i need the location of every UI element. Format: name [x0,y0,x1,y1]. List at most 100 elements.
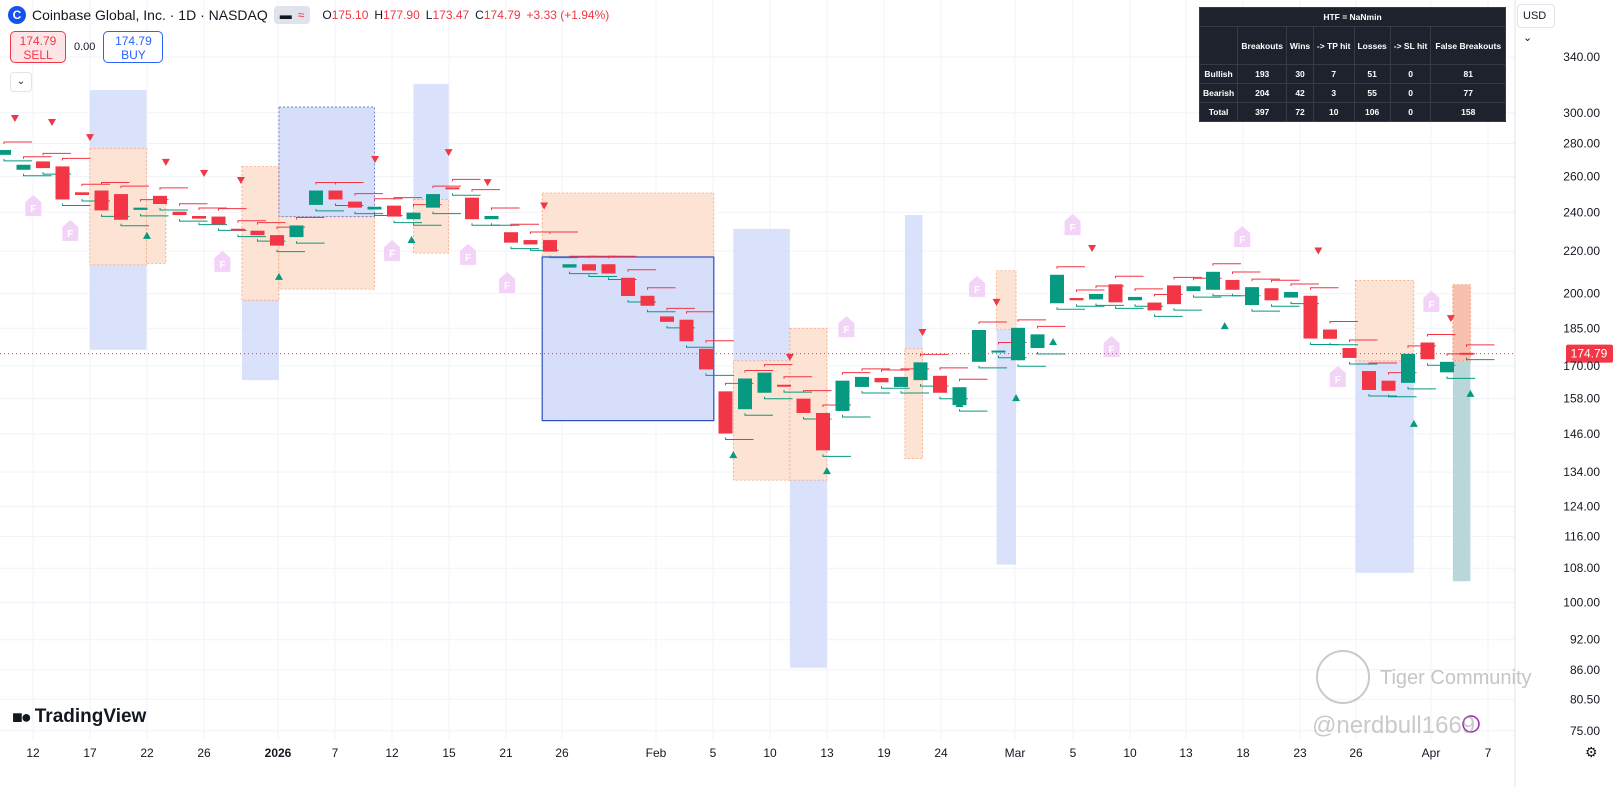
zone-bull_active [1452,360,1471,582]
stats-cell: 3 [1312,83,1355,103]
false-breakout-marker-icon [384,240,401,262]
stats-cell: 397 [1237,102,1288,122]
pivot-low-line [179,219,208,222]
watermark-tiger: Tiger Community [1380,667,1532,689]
pivot-high-line [491,207,520,211]
candle-down [75,192,89,195]
pivot-low-line [647,309,676,313]
false-breakout-label: F [219,260,225,271]
bullish-signal-triangle-icon [1220,322,1229,330]
bullish-signal-triangle-icon [955,400,964,408]
close-label: C [475,8,484,22]
candle-down [718,391,733,434]
false-breakout-marker-icon [62,220,79,242]
pivot-low-line [705,373,734,376]
candle-down [679,319,694,342]
time-tick-label: 13 [1179,746,1193,760]
pivot-low-line [569,271,598,275]
pivot-high-line [62,157,91,161]
price-tick-label: 100.00 [1563,596,1600,610]
pivot-high-line [1310,287,1339,290]
symbol-header: C Coinbase Global, Inc. · 1D · NASDAQ ▬ ≈… [8,6,609,24]
pivot-high-line [744,370,773,373]
bearish-signal-triangle-icon [1088,245,1097,253]
symbol-title[interactable]: Coinbase Global, Inc. · 1D · NASDAQ [32,7,268,23]
pivot-high-line [23,156,52,159]
candle-down [582,264,596,271]
pivot-low-line [1056,307,1085,310]
candle-down [640,295,655,306]
pivot-low-line [686,345,715,348]
false-breakout-label: F [1109,345,1115,356]
pivot-low-line [959,409,988,412]
currency-select[interactable]: USD ⌄ [1517,4,1555,44]
time-tick-label: 19 [877,746,891,760]
legend-toggle-button[interactable]: ▬ ≈ [273,6,311,24]
pivot-high-line [374,198,403,201]
zone-bear_active [1452,284,1471,362]
tradingview-text: TradingView [34,706,147,727]
time-tick-label: 7 [1485,746,1492,760]
zone-bull_outline_dashed [278,106,376,218]
false-breakout-marker-icon [969,275,986,297]
time-tick-label: 17 [83,746,97,760]
settings-gear-icon[interactable]: ⚙ [1585,744,1598,760]
price-tick-label: 300.00 [1563,106,1600,120]
time-tick-label: 12 [385,746,399,760]
pivot-low-line [861,390,890,394]
pivot-lines [3,141,1495,457]
time-tick-label: 10 [1123,746,1137,760]
close-value: 174.79 [483,8,521,22]
stats-cell: 0 [1389,64,1432,84]
candle-down [153,195,167,204]
bearish-signal-triangle-icon [85,134,94,142]
candles [0,149,1474,451]
pivot-low-line [725,437,754,441]
pivot-high-line [354,193,383,196]
bearish-signal-triangle-icon [918,328,927,336]
pivot-high-line [1271,279,1300,283]
time-tick-label: 7 [332,746,339,760]
stats-cell: 72 [1286,102,1314,122]
sell-button[interactable]: 174.79 SELL [10,31,66,63]
time-tick-label: 18 [1236,746,1250,760]
zone-bull [413,84,449,206]
bullish-signal-triangle-icon [274,272,283,280]
candle-down [1459,352,1474,355]
time-tick-label: Feb [646,746,667,760]
alert-circle-icon [1462,715,1480,733]
stats-cell: 7 [1312,64,1355,84]
candle-up [367,206,382,210]
pivot-high-line [120,185,149,189]
bullish-signal-triangle-icon [1012,394,1021,402]
pivot-high-line [666,307,695,311]
candle-up [562,264,577,268]
price-axis[interactable]: 340.00 300.00 280.00 260.00 240.00 220.00 200.… [1563,50,1600,738]
buy-button[interactable]: 174.79 BUY [103,31,164,63]
pivot-low-line [159,207,188,211]
stats-cell: 81 [1430,64,1506,84]
price-tick-label: 240.00 [1563,205,1600,219]
high-value: 177.90 [383,8,420,22]
false-breakout-marker-icon [1103,336,1120,358]
stats-col-header: -> SL hit [1389,26,1432,65]
bearish-signal-triangle-icon [161,158,170,166]
pivot-high-line [569,255,598,259]
collapse-chevron-icon[interactable]: ⌄ [10,72,32,92]
pivot-low-line [881,386,910,389]
candle-down [777,384,791,387]
candle-down [1342,348,1357,358]
stats-row: Bullish 193 30 7 51 0 81 [1198,64,1506,84]
candle-up [1089,294,1103,300]
candle-down [348,201,362,208]
pivot-low-line [1017,364,1046,367]
candle-down [387,205,401,217]
candle-up [1284,291,1298,298]
candle-down [874,377,889,383]
time-axis[interactable]: 12 17 22 26 2026 7 12 15 21 26 Feb 5 10 13 19 24 Mar 5 10 1… [26,746,1491,760]
low-value: 173.47 [432,8,470,22]
pivot-low-line [471,223,500,226]
pivot-high-line [1349,339,1378,343]
pivot-low-line [120,223,149,227]
